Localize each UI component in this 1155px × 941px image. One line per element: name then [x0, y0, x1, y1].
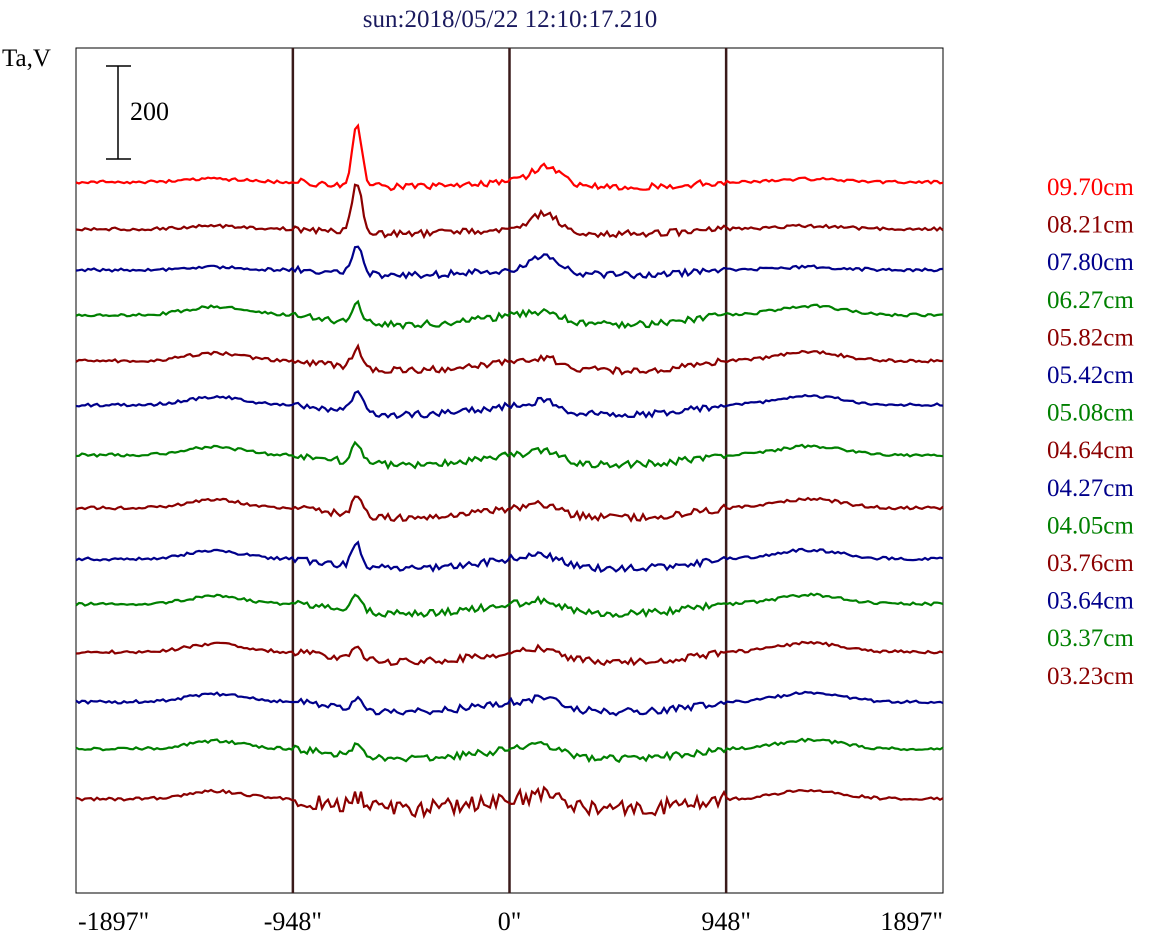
- scale-bar: 200: [106, 65, 169, 160]
- trace-05.42cm: [75, 390, 944, 420]
- legend-entry-11: 03.64cm: [1047, 588, 1134, 615]
- trace-04.27cm: [75, 540, 944, 574]
- legend-entry-12: 03.37cm: [1047, 625, 1134, 652]
- trace-06.27cm: [75, 299, 944, 331]
- x-tick-label-1: -948": [264, 907, 322, 936]
- trace-08.21cm: [75, 183, 944, 240]
- trace-03.37cm: [75, 737, 944, 764]
- trace-09.70cm: [75, 123, 944, 192]
- legend-entry-1: 08.21cm: [1047, 212, 1134, 239]
- legend-entry-2: 07.80cm: [1047, 249, 1134, 276]
- trace-03.23cm: [75, 785, 944, 820]
- x-tick-label-0: -1897": [78, 907, 149, 936]
- y-axis-label: Ta,V: [2, 45, 51, 72]
- trace-03.64cm: [75, 690, 944, 717]
- legend-entry-0: 09.70cm: [1047, 174, 1134, 201]
- legend-entry-8: 04.27cm: [1047, 475, 1134, 502]
- trace-05.82cm: [75, 343, 943, 376]
- trace-04.05cm: [75, 592, 944, 618]
- legend-entry-13: 03.23cm: [1047, 663, 1134, 690]
- legend-entry-7: 04.64cm: [1047, 437, 1134, 464]
- scale-bar-label: 200: [130, 97, 169, 126]
- x-tick-label-4: 1897": [880, 907, 943, 936]
- legend-entry-9: 04.05cm: [1047, 512, 1134, 539]
- legend-entry-3: 06.27cm: [1047, 287, 1134, 314]
- trace-05.08cm: [75, 440, 944, 471]
- legend-entry-6: 05.08cm: [1047, 400, 1134, 427]
- legend-entry-5: 05.42cm: [1047, 362, 1134, 389]
- chart-title: sun:2018/05/22 12:10:17.210: [363, 6, 657, 33]
- legend-entry-10: 03.76cm: [1047, 550, 1134, 577]
- trace-04.64cm: [75, 495, 944, 523]
- trace-07.80cm: [75, 245, 944, 280]
- trace-03.76cm: [75, 640, 944, 667]
- x-tick-label-3: 948": [701, 907, 751, 936]
- legend-entry-4: 05.82cm: [1047, 324, 1134, 351]
- x-tick-label-2: 0": [498, 907, 522, 936]
